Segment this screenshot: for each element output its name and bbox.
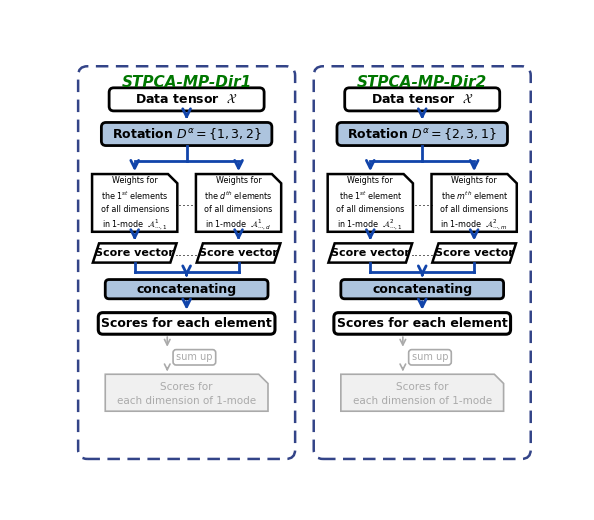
Text: concatenating: concatenating (137, 283, 236, 296)
Text: Score vector: Score vector (435, 248, 514, 258)
Text: STPCA-MP-Dir1: STPCA-MP-Dir1 (122, 75, 252, 90)
Polygon shape (93, 243, 176, 263)
Text: Scores for each element: Scores for each element (101, 317, 272, 330)
FancyBboxPatch shape (341, 280, 504, 299)
Text: ......: ...... (410, 246, 434, 259)
FancyBboxPatch shape (337, 122, 507, 146)
FancyBboxPatch shape (334, 313, 511, 334)
Text: Score vector: Score vector (95, 248, 174, 258)
Polygon shape (328, 174, 413, 232)
Text: sum up: sum up (176, 353, 213, 362)
Text: Data tensor  $\mathcal{X}$: Data tensor $\mathcal{X}$ (135, 93, 238, 106)
Polygon shape (431, 174, 517, 232)
Text: sum up: sum up (412, 353, 448, 362)
Text: Weights for
the 1$^{st}$ elements
of all dimensions
in 1-mode  $\mathcal{A}^1_{\: Weights for the 1$^{st}$ elements of all… (100, 176, 169, 232)
Text: Data tensor  $\mathcal{X}$: Data tensor $\mathcal{X}$ (371, 93, 474, 106)
Polygon shape (197, 243, 280, 263)
FancyBboxPatch shape (314, 66, 530, 459)
FancyBboxPatch shape (345, 88, 500, 111)
FancyBboxPatch shape (102, 122, 272, 146)
Polygon shape (105, 374, 268, 411)
Text: ......: ...... (410, 197, 434, 210)
Text: Rotation $D^{\alpha} = \{2,3,1\}$: Rotation $D^{\alpha} = \{2,3,1\}$ (347, 126, 497, 142)
Text: Weights for
the $m^{th}$ element
of all dimensions
in 1-mode  $\mathcal{A}^2_{\c: Weights for the $m^{th}$ element of all … (440, 176, 508, 232)
Text: Weights for
the 1$^{st}$ element
of all dimensions
in 1-mode  $\mathcal{A}^2_{\c: Weights for the 1$^{st}$ element of all … (336, 176, 405, 232)
Polygon shape (328, 243, 412, 263)
Text: Scores for
each dimension of 1-mode: Scores for each dimension of 1-mode (117, 382, 256, 406)
Text: Scores for each element: Scores for each element (337, 317, 508, 330)
Polygon shape (432, 243, 516, 263)
Text: Rotation $D^{\alpha} = \{1,3,2\}$: Rotation $D^{\alpha} = \{1,3,2\}$ (112, 126, 261, 142)
Polygon shape (196, 174, 281, 232)
Text: Score vector: Score vector (331, 248, 410, 258)
Text: Score vector: Score vector (199, 248, 278, 258)
FancyBboxPatch shape (173, 349, 216, 365)
Text: Weights for
the $d^{th}$ elements
of all dimensions
in 1-mode  $\mathcal{A}^1_{\: Weights for the $d^{th}$ elements of all… (204, 176, 273, 232)
Text: concatenating: concatenating (372, 283, 472, 296)
Polygon shape (341, 374, 504, 411)
Text: Scores for
each dimension of 1-mode: Scores for each dimension of 1-mode (353, 382, 492, 406)
FancyBboxPatch shape (105, 280, 268, 299)
FancyBboxPatch shape (98, 313, 275, 334)
Text: ......: ...... (175, 246, 198, 259)
Polygon shape (92, 174, 178, 232)
FancyBboxPatch shape (409, 349, 451, 365)
FancyBboxPatch shape (78, 66, 295, 459)
Text: STPCA-MP-Dir2: STPCA-MP-Dir2 (357, 75, 487, 90)
FancyBboxPatch shape (109, 88, 264, 111)
Text: ......: ...... (175, 197, 198, 210)
